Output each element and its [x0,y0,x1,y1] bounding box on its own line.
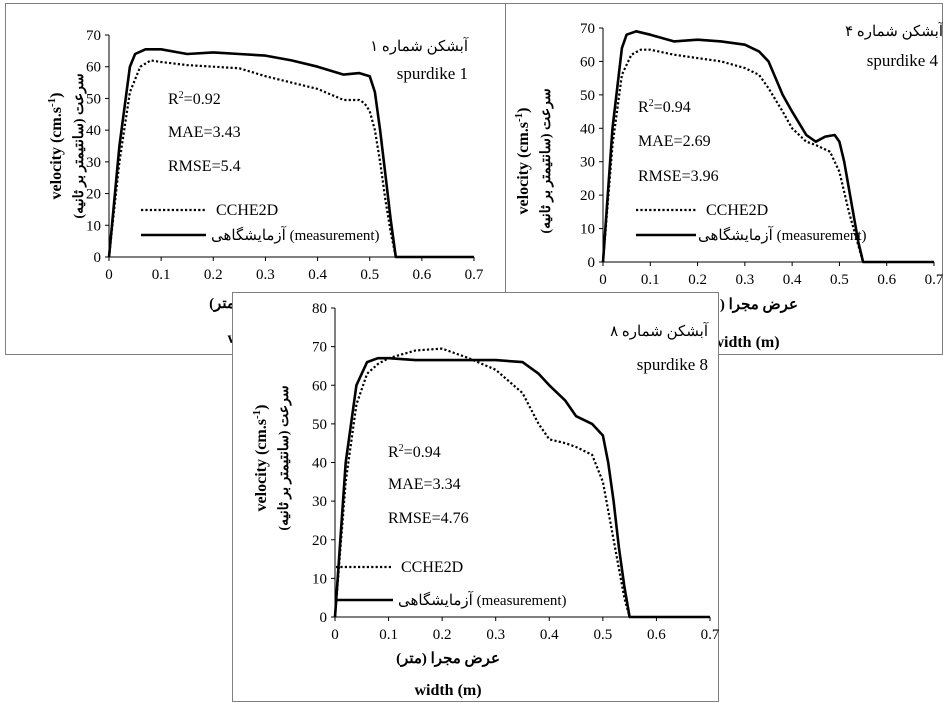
y-tick-label: 30 [580,155,595,171]
x-tick-label: 0.1 [641,272,660,288]
x-tick-label: 0.6 [877,272,896,288]
stat-rmse: RMSE=3.96 [638,168,719,185]
y-axis-label-en: velocity (cm.s-1) [251,405,270,512]
chart-panel-spurdike-8: 0 10 20 30 40 50 60 70 80 0 0.1 0.2 0.3 0.4 0.5 0.6 0.7 آ… [232,292,720,702]
x-tick-label: 0 [331,627,339,643]
y-tick-label: 10 [580,222,595,238]
x-tick-label: 0.3 [735,272,754,288]
chart-title-en: spurdike 1 [397,64,468,83]
x-tick-label: 0.5 [830,272,849,288]
x-tick-label: 0 [105,267,113,283]
y-tick-label: 50 [86,91,101,107]
chart-title-fa: آبشکن شماره ۸ [610,322,709,340]
x-tick-label: 0.7 [925,272,943,288]
y-tick-label: 10 [312,571,327,587]
x-tick-label: 0.4 [540,627,559,643]
y-tick-label: 70 [86,28,101,44]
x-axis-label-en: width (m) [414,682,481,699]
y-tick-label: 10 [86,218,101,234]
chart-title-en: spurdike 8 [637,355,708,374]
y-tick-label: 0 [588,255,596,271]
y-tick-label: 20 [312,533,327,549]
y-tick-label: 20 [86,187,101,203]
x-tick-label: 0.6 [412,267,431,283]
y-axis-label-en: velocity (cm.s-1) [46,93,65,200]
x-tick-label: 0.4 [783,272,802,288]
y-tick-label: 40 [580,121,595,137]
y-axis-label-group: velocity (cm.s-1) سرعت (سانتیمتر بر ثانیه… [513,88,554,233]
y-axis-label-fa: سرعت (سانتیمتر بر ثانیه) [539,88,554,233]
legend-label-measurement: آزمایشگاهی (measurement) [398,591,567,609]
stat-mae: MAE=3.43 [168,124,241,141]
series-line-cche2d [333,347,631,618]
y-tick-label: 20 [580,188,595,204]
y-tick-label: 60 [312,378,327,394]
y-tick-label: 70 [312,340,327,356]
y-tick-label: 70 [580,21,595,37]
chart-svg-spurdike-4: 0 10 20 30 40 50 60 70 0 0.1 0.2 0.3 0.4 0.5 0.6 0.7 آبش… [513,21,943,351]
stat-rmse: RMSE=5.4 [168,158,241,175]
stat-mae: MAE=2.69 [638,133,711,150]
x-tick-label: 0.7 [701,627,720,643]
x-tick-label: 0.2 [433,627,452,643]
x-tick-label: 0.2 [204,267,223,283]
x-tick-label: 0.5 [360,267,379,283]
x-tick-label: 0.3 [256,267,275,283]
x-tick-label: 0.2 [688,272,707,288]
legend-label-cche2d: CCHE2D [216,202,278,219]
series-line-measurement [107,47,474,259]
series-line-measurement [601,29,934,264]
x-tick-label: 0.1 [379,627,398,643]
y-tick-label: 80 [312,301,327,317]
y-tick-label: 40 [312,456,327,472]
chart-title-fa: آبشکن شماره ۴ [845,22,943,40]
series-line-measurement [333,356,710,619]
x-tick-label: 0.4 [308,267,327,283]
series-line-cche2d [107,59,397,258]
legend-label-cche2d: CCHE2D [401,559,463,576]
y-tick-label: 0 [94,250,102,266]
legend-label-measurement: آزمایشگاهی (measurement) [211,226,380,244]
x-axis-label-en: width (m) [712,334,779,351]
y-tick-label: 40 [86,123,101,139]
y-axis-label-group: velocity (cm.s-1) سرعت (سانتیمتر بر ثانیه… [46,73,87,218]
y-tick-label: 60 [86,60,101,76]
stat-rmse: RMSE=4.76 [388,510,469,527]
y-tick-label: 50 [580,88,595,104]
y-tick-label: 60 [580,54,595,70]
x-axis-label-fa: عرض مجرا (متر) [396,651,500,667]
y-tick-label: 50 [312,417,327,433]
chart-title-en: spurdike 4 [867,51,939,70]
y-tick-label: 30 [86,155,101,171]
x-axis-label-fa: عرض مجرا (متر) [694,297,798,313]
legend-label-cche2d: CCHE2D [706,202,768,219]
stat-mae: MAE=3.34 [388,476,461,493]
y-axis-label-fa: سرعت (سانتیمتر بر ثانیه) [72,73,87,218]
chart-title-fa: آبشکن شماره ۱ [370,37,469,55]
x-tick-label: 0.7 [465,267,484,283]
y-axis-label-en: velocity (cm.s-1) [513,108,532,215]
x-tick-label: 0.1 [152,267,171,283]
x-tick-label: 0 [599,272,607,288]
stat-r2: R2=0.94 [388,443,441,461]
y-tick-label: 0 [320,610,328,626]
x-tick-label: 0.3 [486,627,505,643]
y-axis-label-group: velocity (cm.s-1) سرعت (سانتیمتر بر ثانیه… [251,385,292,530]
stat-r2: R2=0.94 [638,98,691,116]
x-tick-label: 0.6 [647,627,666,643]
x-tick-label: 0.5 [593,627,612,643]
y-axis-label-fa: سرعت (سانتیمتر بر ثانیه) [277,385,292,530]
legend-label-measurement: آزمایشگاهی (measurement) [698,226,867,244]
chart-svg-spurdike-8: 0 10 20 30 40 50 60 70 80 0 0.1 0.2 0.3 0.4 0.5 0.6 0.7 آ… [251,301,720,699]
stat-r2: R2=0.92 [168,90,221,108]
y-tick-label: 30 [312,494,327,510]
